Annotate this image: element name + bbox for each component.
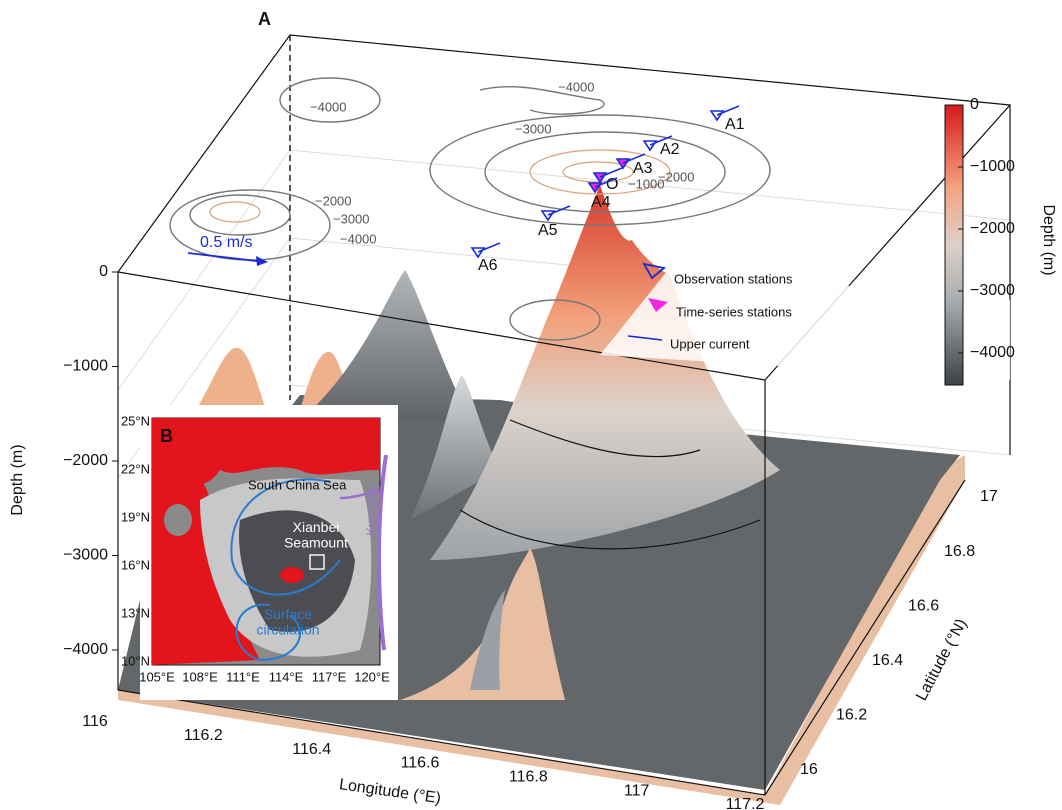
y-tick-label: 16.6 — [908, 597, 939, 614]
current-arrow — [547, 205, 571, 216]
x-tick-label: 116.8 — [509, 769, 548, 786]
contour-label: −1000 — [628, 176, 665, 191]
y-tick-label: 16.8 — [944, 543, 975, 560]
inset-lon-label: 117°E — [312, 669, 347, 684]
station-marker — [540, 210, 556, 222]
contour-line — [509, 419, 701, 458]
y-tick-label: 16.4 — [872, 652, 903, 669]
y-axis-title: Latitude (°N) — [913, 616, 970, 703]
scale-arrow — [187, 252, 266, 263]
legend-label: Observation stations — [674, 271, 793, 286]
inset-lat-label: 25°N — [121, 413, 150, 428]
inset-lon-label: 105°E — [139, 669, 175, 684]
inset-lon-label: 120°E — [354, 669, 390, 684]
y-tick-label: 16 — [800, 761, 818, 778]
station-label: A3 — [633, 160, 653, 177]
contour-line — [459, 509, 761, 550]
z-tick-label: −1000 — [63, 358, 108, 375]
x-tick-label: 116.2 — [184, 727, 223, 744]
x-tick-label: 116.4 — [292, 741, 331, 758]
contour-label: −4000 — [558, 79, 595, 94]
inset-lat-label: 19°N — [121, 509, 150, 524]
box-edges — [117, 34, 1012, 796]
contour-label: −2000 — [658, 169, 695, 184]
inset-lat-label: 22°N — [121, 461, 150, 476]
y-tick-label: 16.2 — [836, 707, 867, 724]
contour-label: −4000 — [340, 231, 377, 246]
inset-lat-label: 16°N — [121, 557, 150, 572]
contour-label: −3000 — [333, 211, 370, 226]
kuroshio-label: Kuroshio — [363, 484, 378, 535]
x-tick-label: 116.6 — [401, 755, 440, 772]
colorbar — [944, 104, 964, 386]
contour-label: −2000 — [315, 193, 352, 208]
inset-lon-label: 114°E — [269, 669, 304, 684]
current-arrow — [477, 242, 501, 253]
z-axis-title: Depth (m) — [9, 444, 26, 515]
x-tick-label: 116 — [82, 713, 108, 730]
sea-label: South China Sea — [248, 477, 347, 492]
seamount-left — [190, 347, 270, 420]
x-tick-label: 117.2 — [726, 796, 765, 810]
colorbar-tick-label: −3000 — [970, 282, 1015, 299]
inset-lon-label: 111°E — [226, 669, 260, 684]
inset-lat-label: 13°N — [121, 605, 150, 620]
contour-label: −3000 — [515, 121, 552, 136]
station-label: A1 — [725, 116, 745, 133]
top-contours — [169, 77, 771, 341]
inset-map — [140, 405, 398, 700]
inset-label: B — [160, 426, 173, 446]
inset-lat-label: 10°N — [121, 653, 150, 668]
colorbar-tick-label: −1000 — [970, 158, 1015, 175]
inset-lon-label: 108°E — [182, 669, 218, 684]
station-marker — [642, 140, 658, 152]
seamount-gray-mid — [410, 375, 500, 520]
seamount-label: Xianbei Seamount — [284, 519, 348, 550]
current-arrow — [716, 105, 740, 116]
circulation-label: Surface circulation — [256, 606, 319, 637]
station-marker — [470, 247, 486, 259]
seamount-front — [400, 548, 565, 700]
legend-label: Time-series stations — [676, 304, 792, 319]
scale-arrowhead — [256, 256, 268, 266]
xianbei-seamount — [430, 185, 780, 560]
current-arrow — [622, 153, 646, 164]
legend-label: Upper current — [670, 336, 750, 351]
colorbar-title: Depth (m) — [1040, 204, 1057, 275]
colorbar-tick-label: −2000 — [970, 220, 1015, 237]
z-tick-label: 0 — [99, 263, 108, 280]
colorbar-tick-label: −4000 — [970, 344, 1015, 361]
station-label: A2 — [660, 141, 680, 158]
station-label: A4 — [591, 194, 611, 211]
y-tick-label: 17 — [980, 488, 998, 505]
z-tick-label: −2000 — [63, 452, 108, 469]
x-tick-label: 117 — [624, 782, 650, 799]
current-arrow — [599, 167, 623, 178]
scale-label: 0.5 m/s — [200, 234, 252, 251]
seamount-gray-back — [300, 270, 470, 420]
station-label: A6 — [478, 257, 498, 274]
z-tick-label: −4000 — [63, 641, 108, 658]
z-tick-label: −3000 — [63, 547, 108, 564]
station-label: A5 — [538, 222, 558, 239]
current-arrow — [594, 177, 618, 188]
colorbar-tick-label: 0 — [970, 96, 979, 113]
x-axis-title: Longitude (°E) — [338, 776, 442, 807]
current-arrow — [649, 135, 673, 146]
station-marker — [709, 110, 725, 122]
legend — [600, 262, 1010, 380]
contour-label: −4000 — [310, 99, 347, 114]
seamount-front-gray — [470, 590, 505, 690]
panel-label: A — [258, 9, 271, 29]
